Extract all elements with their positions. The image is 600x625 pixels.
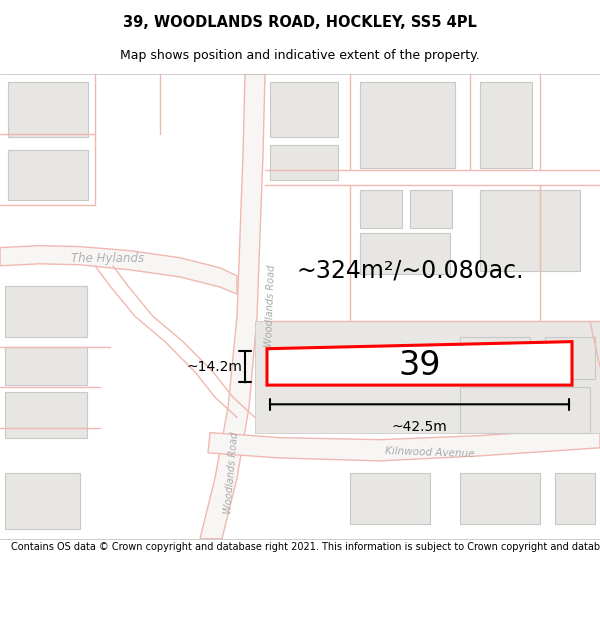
Text: Map shows position and indicative extent of the property.: Map shows position and indicative extent… — [120, 49, 480, 62]
Text: ~14.2m: ~14.2m — [186, 360, 242, 374]
Bar — [460, 473, 540, 524]
Bar — [360, 234, 450, 274]
Polygon shape — [255, 321, 600, 432]
Bar — [545, 337, 595, 379]
Bar — [5, 473, 80, 529]
Polygon shape — [267, 342, 572, 385]
Polygon shape — [208, 428, 600, 461]
Text: 39, WOODLANDS ROAD, HOCKLEY, SS5 4PL: 39, WOODLANDS ROAD, HOCKLEY, SS5 4PL — [123, 14, 477, 29]
Text: The Hylands: The Hylands — [71, 253, 145, 265]
Text: ~324m²/~0.080ac.: ~324m²/~0.080ac. — [296, 259, 524, 283]
Bar — [270, 144, 338, 180]
Bar — [8, 82, 88, 138]
Text: Kilnwood Avenue: Kilnwood Avenue — [385, 446, 475, 459]
Text: Woodlands Road: Woodlands Road — [223, 432, 241, 514]
Bar — [350, 473, 430, 524]
Polygon shape — [0, 246, 237, 294]
Bar — [480, 82, 532, 168]
Bar — [360, 82, 455, 168]
Bar — [8, 149, 88, 200]
Bar — [5, 347, 87, 385]
Text: Woodlands Road: Woodlands Road — [263, 265, 277, 348]
Bar — [270, 82, 338, 138]
Bar — [460, 387, 590, 432]
Bar — [410, 190, 452, 228]
Text: 39: 39 — [399, 349, 441, 382]
Bar — [460, 337, 530, 379]
Text: Contains OS data © Crown copyright and database right 2021. This information is : Contains OS data © Crown copyright and d… — [11, 542, 600, 552]
Bar — [360, 190, 402, 228]
Text: ~42.5m: ~42.5m — [392, 421, 448, 434]
Bar — [555, 473, 595, 524]
Bar — [5, 286, 87, 337]
Bar — [480, 190, 580, 271]
Polygon shape — [200, 74, 265, 539]
Bar — [5, 392, 87, 438]
